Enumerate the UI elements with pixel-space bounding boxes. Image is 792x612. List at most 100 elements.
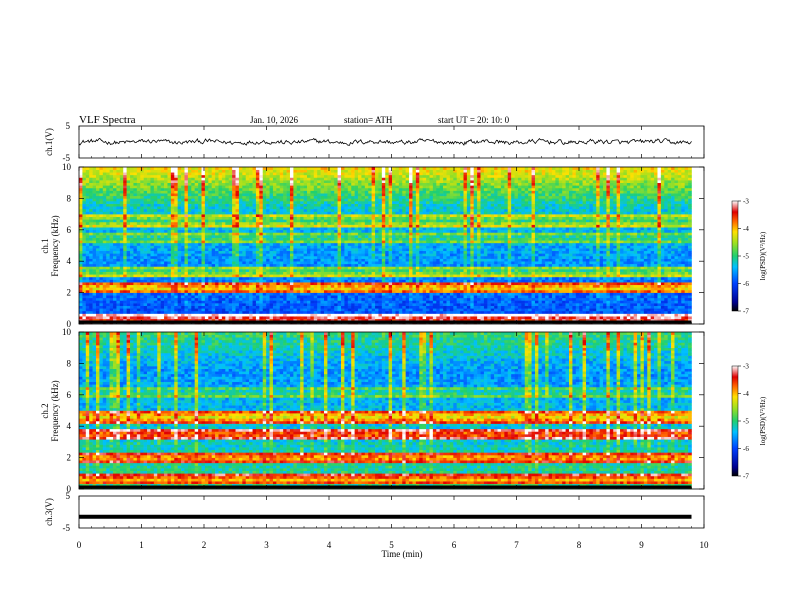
spectrogram-cell (221, 255, 226, 259)
spectrogram-cell (119, 253, 124, 257)
spectrogram-cell (232, 310, 236, 314)
spectrogram-cell (204, 208, 209, 212)
spectrogram-cell (235, 279, 240, 283)
spectrogram-cell (218, 269, 223, 272)
spectrogram-cell (351, 318, 355, 322)
spectrogram-cell (147, 255, 151, 259)
spectrogram-cell (351, 211, 355, 215)
spectrogram-cell (191, 227, 195, 231)
spectrogram-cell (167, 169, 172, 173)
spectrogram-cell (344, 206, 349, 210)
spectrogram-cell (184, 245, 189, 249)
spectrogram-cell (272, 242, 277, 246)
spectrogram-cell (283, 305, 287, 309)
spectrogram-cell (317, 190, 321, 194)
spectrogram-cell (262, 224, 267, 228)
spectrogram-cell (164, 269, 168, 272)
spectrogram-cell (153, 282, 158, 286)
spectrogram-cell (109, 235, 114, 238)
spectrogram-cell (286, 227, 291, 231)
spectrogram-cell (177, 185, 182, 189)
spectrogram-cell (170, 287, 175, 291)
spectrogram-cell (157, 219, 161, 223)
spectrogram-cell (96, 255, 100, 259)
spectrogram-cell (187, 221, 192, 225)
spectrogram-cell (215, 242, 219, 246)
spectrogram-cell (221, 276, 226, 280)
spectrogram-cell (82, 182, 87, 186)
spectrogram-cell (252, 180, 257, 183)
spectrogram-cell (341, 235, 345, 238)
spectrogram-cell (228, 177, 233, 181)
spectrogram-cell (160, 282, 165, 286)
spectrogram-cell (289, 242, 294, 246)
spectrogram-cell (245, 258, 250, 262)
spectrogram-cell (150, 214, 155, 218)
spectrogram-cell (300, 174, 304, 178)
spectrogram-cell (177, 305, 182, 309)
spectrogram-cell (211, 250, 216, 254)
spectrogram-cell (238, 279, 243, 283)
spectrogram-cell (119, 258, 124, 262)
spectrogram-cell (238, 266, 243, 270)
spectrogram-cell (174, 258, 178, 262)
spectrogram-cell (170, 297, 175, 301)
spectrogram-cell (235, 313, 240, 317)
spectrogram-cell (232, 240, 236, 244)
spectrogram-cell (133, 248, 138, 252)
spectrogram-cell (245, 316, 250, 320)
spectrogram-cell (347, 198, 352, 202)
spectrogram-cell (211, 248, 216, 252)
spectrogram-cell (184, 208, 189, 212)
spectrogram-cell (303, 195, 308, 199)
spectrogram-cell (330, 203, 335, 207)
spectrogram-cell (113, 276, 117, 280)
spectrogram-cell (289, 237, 294, 241)
spectrogram-cell (245, 318, 250, 322)
spectrogram-cell (164, 190, 168, 194)
spectrogram-cell (344, 250, 349, 254)
spectrogram-cell (174, 263, 178, 267)
spectrogram-cell (109, 250, 114, 254)
spectrogram-cell (109, 214, 114, 218)
spectrogram-cell (232, 229, 236, 233)
spectrogram-cell (201, 279, 206, 283)
spectrogram-cell (85, 198, 90, 202)
spectrogram-cell (347, 187, 352, 191)
spectrogram-cell (300, 240, 304, 244)
spectrogram-cell (255, 190, 260, 194)
spectrogram-cell (82, 206, 87, 210)
spectrogram-cell (99, 214, 104, 218)
spectrogram-cell (184, 177, 189, 181)
spectrogram-cell (113, 303, 117, 306)
spectrogram-cell (286, 284, 291, 288)
spectrogram-cell (150, 229, 155, 233)
spectrogram-cell (211, 237, 216, 241)
spectrogram-cell (123, 266, 127, 270)
spectrogram-cell (99, 201, 104, 204)
spectrogram-cell (150, 216, 155, 220)
spectrogram-cell (225, 282, 230, 286)
spectrogram-cell (283, 167, 287, 170)
spectrogram-cell (344, 214, 349, 218)
spectrogram-cell (324, 208, 328, 212)
spectrogram-cell (133, 198, 138, 202)
spectrogram-cell (354, 214, 359, 218)
spectrogram-cell (242, 180, 247, 183)
spectrogram-cell (150, 198, 155, 202)
spectrogram-cell (113, 208, 117, 212)
spectrogram-cell (167, 229, 172, 233)
spectrogram-cell (279, 235, 284, 238)
spectrogram-cell (272, 195, 277, 199)
spectrogram-cell (119, 187, 124, 191)
spectrogram-cell (201, 295, 206, 299)
spectrogram-cell (259, 185, 264, 189)
spectrogram-cell (283, 193, 287, 197)
spectrogram-cell (204, 284, 209, 288)
spectrogram-cell (102, 282, 107, 286)
spectrogram-cell (116, 180, 121, 183)
spectrogram-cell (252, 295, 257, 299)
spectrogram-cell (102, 318, 107, 322)
spectrogram-cell (170, 271, 175, 275)
spectrogram-cell (320, 232, 325, 236)
